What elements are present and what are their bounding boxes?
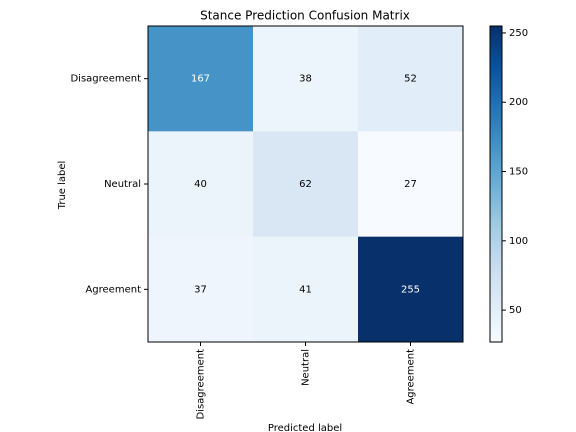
- cell: [148, 131, 254, 238]
- colorbar: [489, 25, 503, 343]
- y-tick-label: Disagreement: [70, 74, 141, 85]
- cell: [148, 26, 254, 132]
- cell: [253, 236, 359, 343]
- cell-label: 40: [194, 179, 207, 190]
- cell: [358, 236, 464, 343]
- chart-title: Stance Prediction Confusion Matrix: [200, 9, 410, 23]
- cell-label: 255: [401, 284, 420, 295]
- x-tick-label: Agreement: [406, 349, 417, 405]
- y-axis-label: True label: [57, 161, 68, 211]
- colorbar-tick-label: 150: [509, 167, 528, 178]
- x-tick-label: Disagreement: [196, 349, 207, 420]
- x-tick-label: Neutral: [301, 349, 312, 386]
- colorbar-tick-label: 250: [509, 28, 528, 39]
- cell-label: 27: [404, 179, 417, 190]
- x-axis-label: Predicted label: [268, 423, 342, 432]
- cell-label: 37: [194, 284, 207, 295]
- cell: [358, 26, 464, 132]
- colorbar-tick-label: 50: [509, 305, 522, 316]
- cell-label: 41: [299, 284, 312, 295]
- cell: [358, 131, 464, 238]
- colorbar-tick-label: 200: [509, 97, 528, 108]
- y-tick-label: Agreement: [85, 284, 141, 295]
- cell-label: 52: [404, 74, 417, 85]
- cell: [148, 236, 254, 343]
- colorbar-tick-label: 100: [509, 236, 528, 247]
- cell-label: 167: [191, 74, 210, 85]
- cell: [253, 26, 359, 132]
- cell-label: 38: [299, 74, 312, 85]
- cell-label: 62: [299, 179, 312, 190]
- y-tick-label: Neutral: [104, 179, 141, 190]
- cell: [253, 131, 359, 238]
